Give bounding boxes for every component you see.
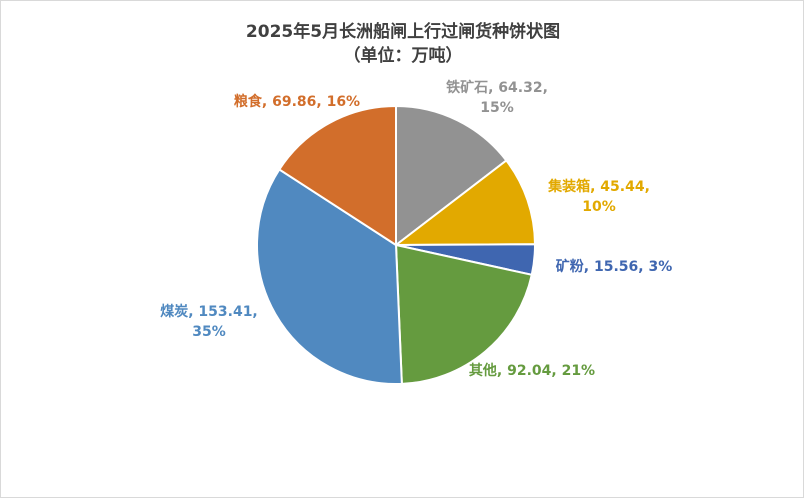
pie-slice-3: [394, 243, 533, 385]
slice-label-line: 集装箱, 45.44,: [547, 178, 650, 195]
slice-label-2: 矿粉, 15.56, 3%: [556, 258, 672, 275]
slice-label-line: 15%: [480, 100, 514, 116]
slice-label-line: 矿粉, 15.56, 3%: [556, 258, 672, 275]
pie-slice-5: [277, 104, 397, 247]
slice-label-0: 铁矿石, 64.32, 15%: [446, 79, 548, 116]
chart-title: 2025年5月长洲船闸上行过闸货种饼状图: [245, 22, 561, 42]
chart-subtitle: （单位：万吨）: [343, 46, 463, 66]
pie-slice-0: [395, 104, 508, 248]
slice-label-line: 其他, 92.04, 21%: [469, 362, 595, 379]
slice-label-1: 集装箱, 45.44, 10%: [547, 178, 650, 215]
pie-slice-4: [256, 168, 403, 385]
slice-label-line: 10%: [582, 199, 616, 215]
slice-label-5: 粮食, 69.86, 16%: [234, 93, 360, 110]
slice-label-3: 其他, 92.04, 21%: [469, 362, 595, 379]
slice-label-line: 35%: [192, 324, 226, 340]
slice-label-4: 煤炭, 153.41, 35%: [160, 303, 258, 340]
slice-label-line: 铁矿石, 64.32,: [446, 79, 548, 96]
slice-label-line: 粮食, 69.86, 16%: [234, 93, 360, 110]
slice-label-line: 煤炭, 153.41,: [160, 303, 258, 320]
pie-slice-1: [393, 159, 537, 247]
